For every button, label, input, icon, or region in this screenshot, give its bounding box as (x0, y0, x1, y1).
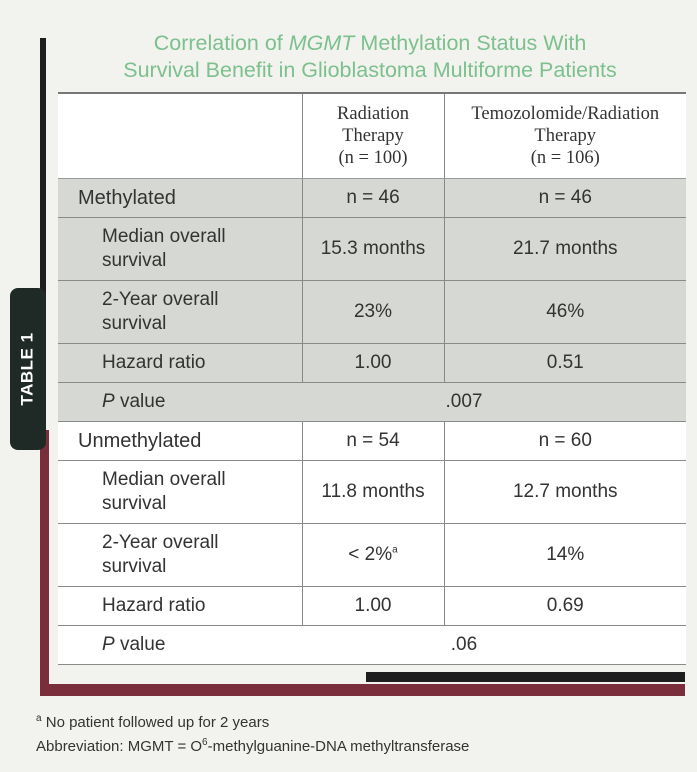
table-row: Median overall survival 11.8 months 12.7 … (58, 460, 686, 524)
header-radiation: Radiation Therapy (n = 100) (301, 92, 445, 179)
table-label-tab: TABLE 1 (10, 288, 46, 450)
table-row: Hazard ratio 1.00 0.69 (58, 586, 686, 626)
footnote-mark: a (392, 544, 398, 556)
table-title: Correlation of MGMT Methylation Status W… (50, 30, 690, 84)
header-empty (58, 92, 302, 179)
table-row: 2-Year overall survival < 2%a 14% (58, 523, 686, 587)
accent-bar-left (40, 430, 49, 696)
table-row: Methylated n = 46 n = 46 (58, 178, 686, 218)
table-row: P value .007 (58, 382, 686, 422)
section-label-unmethylated: Unmethylated (58, 421, 302, 461)
header-row: Radiation Therapy (n = 100) Temozolomide… (58, 92, 686, 179)
title-line-1: Correlation of MGMT Methylation Status W… (153, 31, 587, 55)
table-row: Hazard ratio 1.00 0.51 (58, 343, 686, 383)
accent-bar-bottom-dark (366, 672, 685, 682)
table-row: 2-Year overall survival 23% 46% (58, 280, 686, 344)
table-row: Median overall survival 15.3 months 21.7 … (58, 217, 686, 281)
title-line-2: Survival Benefit in Glioblastoma Multifo… (123, 58, 617, 82)
header-temozolomide: Temozolomide/Radiation Therapy (n = 106) (444, 92, 686, 179)
survival-table: Radiation Therapy (n = 100) Temozolomide… (58, 92, 686, 665)
table-label: TABLE 1 (18, 332, 38, 406)
accent-bar-bottom (40, 684, 685, 696)
footnote-a: a No patient followed up for 2 years (36, 713, 270, 731)
section-label-methylated: Methylated (58, 178, 302, 218)
footnotes: a No patient followed up for 2 years Abb… (36, 709, 469, 757)
table-row: P value .06 (58, 625, 686, 665)
table-row: Unmethylated n = 54 n = 60 (58, 421, 686, 461)
abbreviation-note: Abbreviation: MGMT = O6-methylguanine-DN… (36, 737, 470, 755)
